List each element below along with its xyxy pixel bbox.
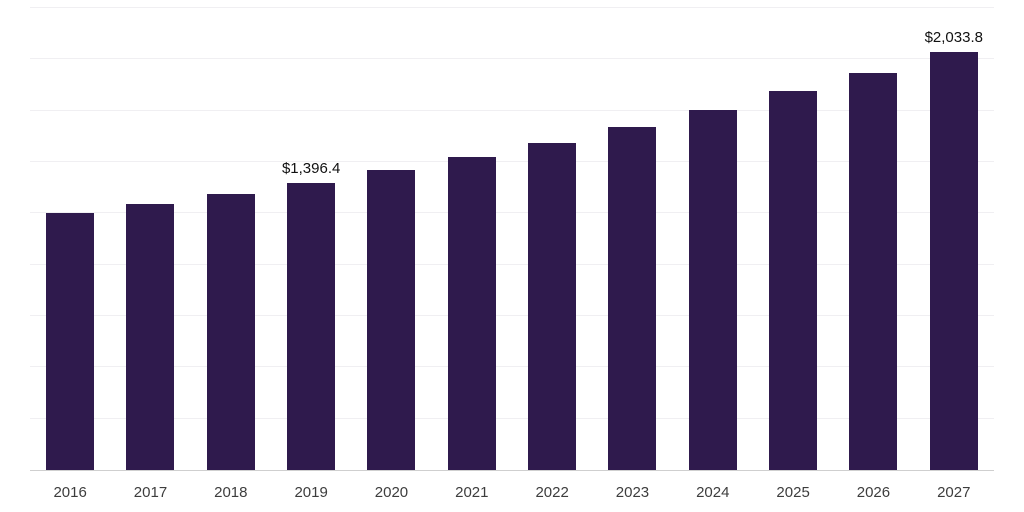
x-tick-2019: 2019: [294, 484, 328, 501]
x-tick-2021: 2021: [455, 484, 489, 501]
bar-2017[interactable]: [126, 203, 175, 470]
x-tick-2022: 2022: [535, 484, 569, 501]
x-tick-2017: 2017: [133, 484, 168, 501]
x-tick-2027: 2027: [937, 484, 971, 501]
bar-column-2022: [512, 8, 592, 470]
gridline: [30, 7, 994, 8]
x-tick-2023: 2023: [615, 484, 650, 501]
bar-2020[interactable]: [367, 170, 416, 470]
bar-column-2019: $1,396.4: [271, 8, 351, 470]
gridline: [30, 315, 994, 316]
bar-2023[interactable]: [608, 127, 657, 470]
bar-column-2026: [833, 8, 913, 470]
bar-column-2016: [30, 8, 110, 470]
data-label-2019: $1,396.4: [281, 160, 341, 178]
plot-area: $1,396.4 $2,033.8: [30, 7, 994, 471]
x-tick-2020: 2020: [374, 484, 409, 501]
bar-2016[interactable]: [46, 213, 95, 470]
bar-column-2017: [110, 8, 190, 470]
x-tick-2026: 2026: [856, 484, 891, 501]
gridline: [30, 417, 994, 419]
gridline: [30, 109, 994, 111]
x-axis: 2016 2017 2018 2019 2020 2021 2022 2023 2024 2025…: [30, 478, 994, 508]
bar-2025[interactable]: [769, 91, 818, 470]
bar-2024[interactable]: [688, 109, 737, 470]
bar-2022[interactable]: [528, 142, 577, 470]
x-tick-2018: 2018: [214, 484, 248, 501]
bar-column-2023: [592, 8, 672, 470]
x-tick-2016: 2016: [53, 484, 87, 501]
gridline: [30, 212, 994, 214]
x-tick-2024: 2024: [696, 484, 730, 501]
bar-column-2025: [753, 8, 833, 470]
bar-2019[interactable]: [287, 183, 336, 470]
bar-column-2018: [191, 8, 271, 470]
bar-2021[interactable]: [447, 156, 496, 470]
bar-2026[interactable]: [849, 72, 898, 470]
bar-2027[interactable]: [929, 52, 978, 470]
gridline: [30, 263, 994, 265]
bar-column-2021: [432, 8, 512, 470]
data-label-2027: $2,033.8: [924, 29, 983, 47]
gridline: [30, 161, 994, 162]
bars-container: $1,396.4 $2,033.8: [30, 8, 994, 470]
bar-column-2020: [351, 8, 431, 470]
bar-2018[interactable]: [206, 193, 255, 470]
bar-column-2024: [673, 8, 753, 470]
gridline: [30, 366, 994, 368]
x-tick-2025: 2025: [776, 484, 810, 501]
gridline: [30, 58, 994, 60]
bar-column-2027: $2,033.8: [914, 8, 994, 470]
